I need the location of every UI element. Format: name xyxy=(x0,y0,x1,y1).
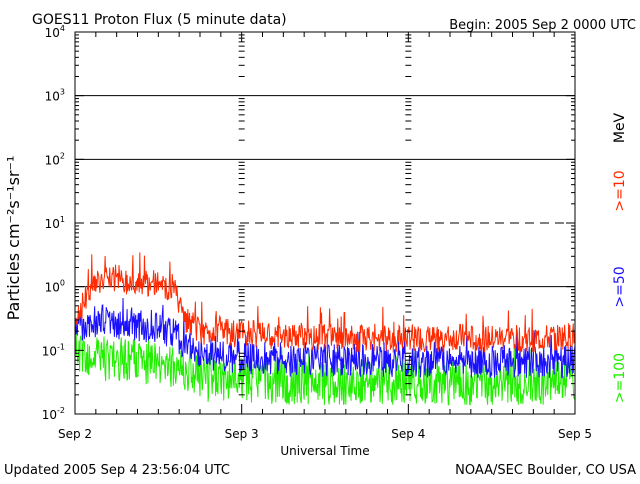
source-credit: NOAA/SEC Boulder, CO USA xyxy=(455,463,636,478)
chart-title: GOES11 Proton Flux (5 minute data) xyxy=(32,12,287,28)
x-tick-label: Sep 5 xyxy=(558,427,592,441)
threshold-lines xyxy=(75,95,575,288)
series-line-ge50 xyxy=(74,297,576,379)
legend-entry-ge100: >=100 xyxy=(612,353,628,403)
series-line-ge10 xyxy=(74,252,576,353)
updated-timestamp: Updated 2005 Sep 4 23:56:04 UTC xyxy=(4,463,230,478)
y-tick-label: 103 xyxy=(45,88,65,104)
x-axis-label: Universal Time xyxy=(280,444,369,458)
x-tick-label: Sep 3 xyxy=(225,427,259,441)
y-tick-label: 10-2 xyxy=(42,406,65,422)
x-axis: Sep 2 Sep 3 Sep 4 Sep 5 xyxy=(58,32,592,441)
y-axis-label: Particles cm⁻²s⁻¹sr⁻¹ xyxy=(4,156,23,321)
begin-time: Begin: 2005 Sep 2 0000 UTC xyxy=(449,18,636,33)
legend: >=10 >=50 >=100 xyxy=(612,170,628,403)
x-tick-label: Sep 4 xyxy=(391,427,425,441)
y-tick-label: 10-1 xyxy=(42,342,65,358)
legend-entry-ge10: >=10 xyxy=(612,170,628,211)
series-line-ge100 xyxy=(74,330,576,406)
series-layer xyxy=(74,252,576,406)
y-tick-label: 101 xyxy=(45,215,65,231)
y-tick-label: 100 xyxy=(45,279,65,295)
unit-label: MeV xyxy=(612,112,628,143)
y-tick-label: 104 xyxy=(45,24,65,40)
y-tick-label: 102 xyxy=(45,151,65,167)
y-axis: 10-2 10-1 100 101 102 103 104 xyxy=(42,24,575,422)
x-tick-label: Sep 2 xyxy=(58,427,92,441)
legend-entry-ge50: >=50 xyxy=(612,266,628,307)
